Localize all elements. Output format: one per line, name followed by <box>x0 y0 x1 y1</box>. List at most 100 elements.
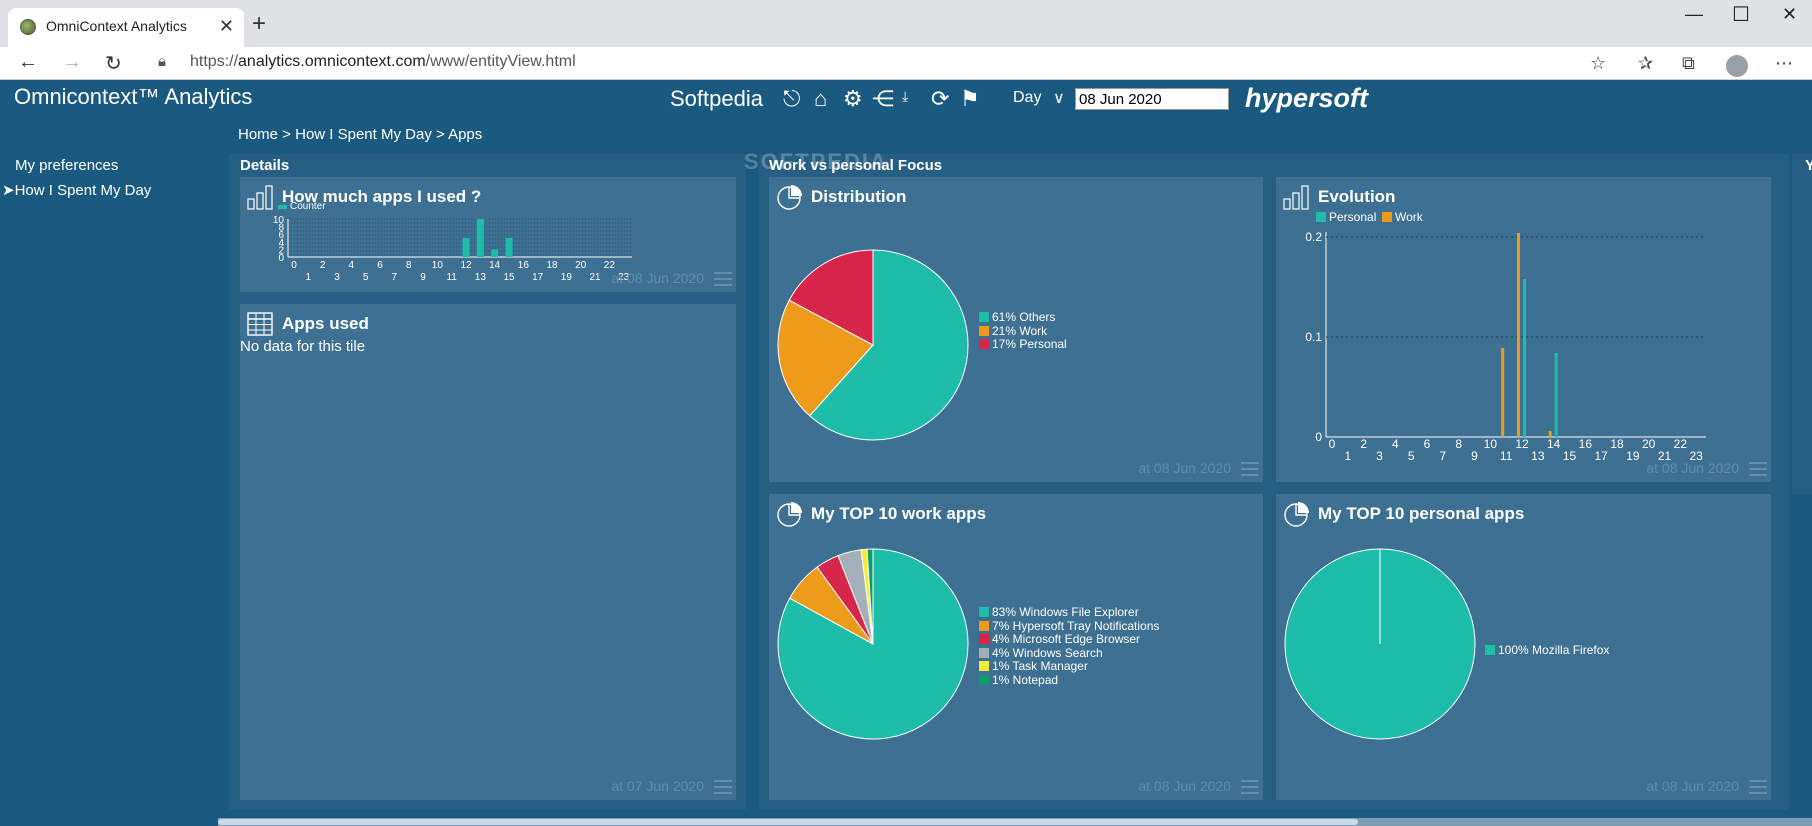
legend-item[interactable]: 61% Others <box>979 310 1067 325</box>
legend-item[interactable]: 7% Hypersoft Tray Notifications <box>979 619 1159 634</box>
evolution-legend-swatch <box>1316 212 1326 222</box>
evolution-x-tick-label: 2 <box>1360 437 1367 451</box>
tile-menu-icon[interactable] <box>1241 780 1259 794</box>
legend-item[interactable]: 4% Microsoft Edge Browser <box>979 632 1159 647</box>
apps-count-y-tick-label: 4 <box>278 238 284 249</box>
date-input[interactable] <box>1075 88 1229 110</box>
legend-item[interactable]: 21% Work <box>979 323 1067 339</box>
legend-swatch <box>979 647 989 658</box>
top-work-slice-6[interactable] <box>866 548 874 645</box>
home-icon[interactable]: ⌂ <box>814 86 828 111</box>
horizontal-scrollbar[interactable] <box>218 818 1812 826</box>
close-tab-icon[interactable]: ✕ <box>218 16 234 36</box>
address-bar: ← → ↻ 🔒︎ https://analytics.omnicontext.c… <box>0 47 1812 80</box>
distribution-pie <box>777 249 969 441</box>
collections-icon[interactable]: ⧉ <box>1682 53 1695 73</box>
sidebar-item-how-i-spent-my-day[interactable]: ➤How I Spent My Day <box>2 181 151 199</box>
forward-icon[interactable]: → <box>62 51 82 73</box>
window-close-icon[interactable]: ✕ <box>1782 4 1798 24</box>
url-path: /www/entityView.html <box>425 53 576 70</box>
url-field[interactable]: https://analytics.omnicontext.com/www/en… <box>190 53 576 71</box>
logout-icon[interactable]: ⎋ <box>783 86 801 111</box>
tile-menu-icon[interactable] <box>1749 780 1767 794</box>
legend-label: 1% Task Manager <box>992 659 1088 673</box>
new-tab-icon[interactable]: + <box>252 10 267 37</box>
evolution-x-tick-label: 22 <box>1674 437 1688 451</box>
profile-avatar-icon[interactable] <box>1726 55 1748 77</box>
distribution-slice-2[interactable] <box>777 299 874 417</box>
evolution-x-tick-label: 8 <box>1455 437 1462 451</box>
evolution-x-tick-label: 6 <box>1424 437 1431 451</box>
flag-icon[interactable]: ⚑ <box>960 86 980 111</box>
sidebar-item-label: How I Spent My Day <box>14 182 152 199</box>
evolution-x-tick-label: 18 <box>1610 437 1624 451</box>
apps-count-bar[interactable] <box>476 219 484 257</box>
tile-footer-date: at 08 Jun 2020 <box>1138 460 1231 476</box>
settings-gear-icon[interactable]: ⚙ <box>843 86 863 111</box>
apps-count-bar[interactable] <box>491 249 499 257</box>
period-dropdown-chevron-icon[interactable]: ∨ <box>1053 90 1065 107</box>
share-icon[interactable]: ⋲ <box>872 86 894 111</box>
tile-footer-date: at 07 Jun 2020 <box>611 778 704 794</box>
apps-count-x-tick-label: 18 <box>546 260 558 271</box>
tile-menu-icon[interactable] <box>1241 462 1259 476</box>
refresh-icon[interactable]: ⟳ <box>931 86 950 111</box>
legend-item[interactable]: 100% Mozilla Firefox <box>1485 643 1609 658</box>
legend-item[interactable]: 17% Personal <box>979 337 1067 352</box>
favorite-star-icon[interactable]: ☆ <box>1590 53 1607 73</box>
evolution-chart: Personal Work00.10.2012345678910111213141… <box>1305 210 1706 463</box>
back-icon[interactable]: ← <box>18 51 38 73</box>
top-personal-pie <box>1284 548 1476 740</box>
more-menu-icon[interactable]: ⋯ <box>1775 53 1793 73</box>
evolution-x-tick-label: 9 <box>1471 449 1478 463</box>
html-export-icon[interactable]: ⤓ <box>902 88 909 104</box>
legend-label: 1% Notepad <box>992 672 1059 687</box>
lock-icon[interactable]: 🔒︎ <box>158 53 166 70</box>
sidebar-item-preferences[interactable]: My preferences <box>15 157 119 174</box>
favorites-list-icon[interactable]: ✰ <box>1638 53 1654 73</box>
apps-count-chart: Counter024681001234567891011121314151617… <box>273 201 632 283</box>
evolution-bar-personal[interactable] <box>1523 279 1526 437</box>
evolution-bar-personal[interactable] <box>1554 353 1558 437</box>
legend-item[interactable]: 1% Task Manager <box>979 659 1159 674</box>
browser-tab[interactable]: OmniContext Analytics ✕ <box>8 8 244 47</box>
reload-icon[interactable]: ↻ <box>105 53 122 75</box>
legend-swatch <box>979 312 989 322</box>
evolution-y-tick-label: 0.1 <box>1305 330 1322 344</box>
distribution-slice-3[interactable] <box>788 249 874 346</box>
apps-count-x-tick-label: 1 <box>306 272 312 283</box>
legend-item[interactable]: 1% Notepad <box>979 672 1159 688</box>
legend-item[interactable]: 83% Windows File Explorer <box>979 605 1159 620</box>
apps-count-y-tick-label: 8 <box>278 223 284 234</box>
apps-count-bar[interactable] <box>505 238 513 257</box>
tile-title: My TOP 10 personal apps <box>1318 504 1525 523</box>
distribution-slice-1[interactable] <box>808 249 969 441</box>
tile-menu-icon[interactable] <box>714 780 732 794</box>
apps-count-x-tick-label: 4 <box>349 260 355 271</box>
breadcrumb[interactable]: Home > How I Spent My Day > Apps <box>238 126 483 143</box>
apps-count-bar[interactable] <box>462 238 470 257</box>
apps-count-x-tick-label: 3 <box>334 272 340 283</box>
maximize-icon[interactable]: ☐ <box>1732 4 1750 26</box>
cut-panel <box>1792 154 1812 494</box>
evolution-x-tick-label: 4 <box>1392 437 1399 451</box>
distribution-tile: Distribution 61% Others 21% Work 17% Perso… <box>769 177 1263 482</box>
evolution-bar-work[interactable] <box>1501 348 1505 437</box>
tile-title: How much apps I used ? <box>282 187 482 206</box>
period-label: Day <box>1013 89 1042 106</box>
tile-title: My TOP 10 work apps <box>811 504 987 523</box>
tile-menu-icon[interactable] <box>1749 462 1767 476</box>
legend-swatch <box>979 325 989 336</box>
evolution-bar-work[interactable] <box>1548 431 1552 437</box>
legend-label: 21% Work <box>992 323 1048 338</box>
evolution-legend-label[interactable]: Work <box>1395 210 1424 224</box>
evolution-legend-label[interactable]: Personal <box>1329 210 1376 224</box>
tile-menu-icon[interactable] <box>714 272 732 286</box>
apps-count-legend-swatch <box>278 205 287 209</box>
tile-footer-date: at 08 Jun 2020 <box>1646 778 1739 794</box>
scrollbar-thumb[interactable] <box>218 819 1358 825</box>
legend-item[interactable]: 4% Windows Search <box>979 646 1159 661</box>
evolution-bar-work[interactable] <box>1517 233 1520 437</box>
pie-chart-icon <box>1284 502 1309 527</box>
minimize-icon[interactable]: — <box>1685 4 1703 24</box>
